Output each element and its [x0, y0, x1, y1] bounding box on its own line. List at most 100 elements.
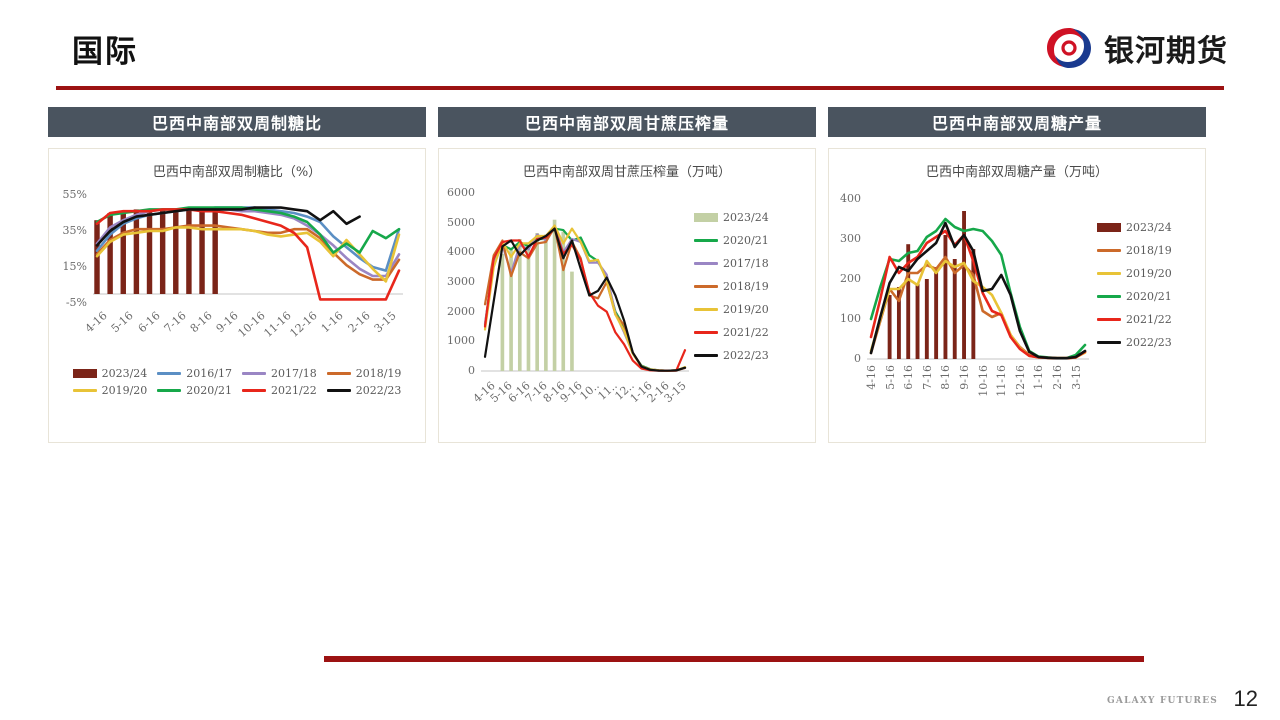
legend-item[interactable]: 2022/23: [694, 349, 769, 362]
legend-line-swatch: [1097, 295, 1121, 298]
legend-item[interactable]: 2021/22: [242, 384, 317, 397]
y-axis-tick: 400: [840, 192, 861, 205]
bar: [535, 233, 539, 371]
chart-legend-1: 2023/24 2020/21 2017/18 2018/19 2019/20 2021/…: [694, 211, 769, 362]
legend-line-swatch: [157, 372, 182, 375]
legend-item[interactable]: 2017/18: [242, 367, 317, 380]
x-axis-tick: 1-16: [1032, 365, 1046, 390]
panel-body-2: 巴西中南部双周糖产量（万吨） 0 100 200 300 400 4-16 5-16 6-16…: [828, 148, 1206, 443]
y-axis-tick: 2000: [447, 304, 475, 318]
legend-item[interactable]: 2023/24: [694, 211, 769, 224]
legend-label: 2022/23: [1126, 336, 1172, 349]
legend-item[interactable]: 2023/24: [1097, 221, 1172, 234]
legend-item[interactable]: 2016/17: [157, 367, 232, 380]
legend-item[interactable]: 2021/22: [694, 326, 769, 339]
x-axis-tick: 8-16: [939, 365, 953, 390]
legend-line-swatch: [694, 331, 718, 334]
y-axis-tick: 55%: [62, 188, 87, 201]
line-series: [483, 227, 687, 372]
legend-label: 2023/24: [723, 211, 769, 224]
legend-label: 2016/17: [186, 367, 232, 380]
panel-header-2: 巴西中南部双周糖产量: [828, 107, 1206, 137]
y-axis-tick: -5%: [65, 296, 87, 309]
legend-line-swatch: [326, 372, 351, 375]
legend-line-swatch: [694, 239, 718, 242]
chart-panel-sugar-output: 巴西中南部双周糖产量 巴西中南部双周糖产量（万吨） 0 100 200 300 400 4…: [828, 107, 1206, 443]
bar: [120, 211, 126, 294]
legend-label: 2020/21: [1126, 290, 1172, 303]
bar: [561, 231, 566, 371]
legend-label: 2019/20: [101, 384, 148, 397]
legend-line-swatch: [242, 389, 266, 392]
y-axis-tick: 0: [854, 352, 861, 365]
bar: [509, 247, 513, 371]
plot-svg: [93, 206, 403, 301]
bar: [971, 249, 976, 359]
legend-label: 2023/24: [1126, 221, 1172, 234]
legend-item[interactable]: 2019/20: [694, 303, 769, 316]
bar: [199, 209, 205, 294]
legend-item[interactable]: 2018/19: [326, 367, 401, 380]
x-axis-tick: 11-16: [995, 365, 1009, 397]
x-axis-tick: 2-16: [1051, 365, 1065, 390]
legend-item[interactable]: 2020/21: [157, 384, 232, 397]
x-axis-tick: 9-16: [958, 365, 972, 390]
bar: [212, 209, 218, 294]
y-axis-tick: 100: [840, 312, 861, 325]
legend-item[interactable]: 2022/23: [1097, 336, 1172, 349]
x-axis-tick: 7-16: [920, 365, 934, 390]
legend-label: 2022/23: [723, 349, 769, 362]
legend-line-swatch: [242, 372, 266, 375]
chart-plot-area-1: 0 1000 2000 3000 4000 5000 6000 4-16 5-16 6-16 7-1…: [439, 186, 815, 442]
bar: [906, 244, 911, 359]
bar: [952, 259, 957, 359]
legend-item[interactable]: 2020/21: [694, 234, 769, 247]
bar: [173, 209, 179, 294]
legend-item[interactable]: 2018/19: [1097, 244, 1172, 257]
legend-label: 2019/20: [723, 303, 769, 316]
legend-item[interactable]: 2022/23: [326, 384, 401, 397]
bar: [570, 271, 574, 371]
chart-title-1: 巴西中南部双周甘蔗压榨量（万吨）: [522, 165, 731, 180]
x-axis-tick: 10-16: [976, 365, 990, 397]
x-axis-tick: 3-15: [1069, 365, 1083, 390]
x-axis-tick: 4-16: [865, 365, 878, 390]
chart-plot-area-0: -5% 15% 35% 55% 4-16 5-16 6-16 7-16 8-16 9-16 10-1…: [49, 188, 425, 442]
footer-brand: GALAXY FUTURES: [1107, 696, 1218, 706]
legend-item[interactable]: 2020/21: [1097, 290, 1172, 303]
legend-item[interactable]: 2023/24: [72, 367, 147, 380]
chart-panel-sugar-mix: 巴西中南部双周制糖比 巴西中南部双周制糖比（%） -5% 15% 35% 55% 4-1…: [48, 107, 426, 443]
legend-item[interactable]: 2018/19: [694, 280, 769, 293]
title-divider: [56, 86, 1224, 90]
y-axis-tick: 5000: [447, 215, 475, 229]
y-axis-tick: 35%: [62, 224, 87, 237]
line-series: [95, 208, 401, 301]
legend-line-swatch: [72, 389, 97, 392]
bar: [517, 238, 522, 371]
legend-item[interactable]: 2021/22: [1097, 313, 1172, 326]
legend-bar-swatch: [694, 213, 718, 222]
bar: [934, 267, 939, 359]
legend-item[interactable]: 2017/18: [694, 257, 769, 270]
legend-label: 2021/22: [723, 326, 769, 339]
legend-item[interactable]: 2019/20: [1097, 267, 1172, 280]
legend-label: 2018/19: [1126, 244, 1172, 257]
legend-line-swatch: [694, 285, 718, 288]
page-number: 12: [1233, 686, 1258, 711]
bar: [107, 213, 113, 294]
bar: [943, 235, 948, 359]
panel-header-0: 巴西中南部双周制糖比: [48, 107, 426, 137]
bar: [896, 287, 901, 359]
bar: [544, 234, 548, 371]
page-title: 国际: [72, 34, 138, 69]
chart-plot-area-2: 0 100 200 300 400 4-16 5-16 6-16 7-16 8-16 9-16 10-…: [829, 189, 1205, 442]
bar: [159, 209, 166, 294]
plot-svg: [867, 211, 1089, 360]
bar: [915, 283, 920, 359]
y-axis-tick: 200: [840, 272, 861, 285]
legend-label: 2021/22: [271, 384, 317, 397]
legend-item[interactable]: 2019/20: [72, 384, 148, 397]
chart-panel-cane-crush: 巴西中南部双周甘蔗压榨量 巴西中南部双周甘蔗压榨量（万吨） 0 1000 2000 3…: [438, 107, 816, 443]
x-axis-tick: 6-16: [902, 365, 916, 390]
legend-line-swatch: [1097, 318, 1121, 321]
